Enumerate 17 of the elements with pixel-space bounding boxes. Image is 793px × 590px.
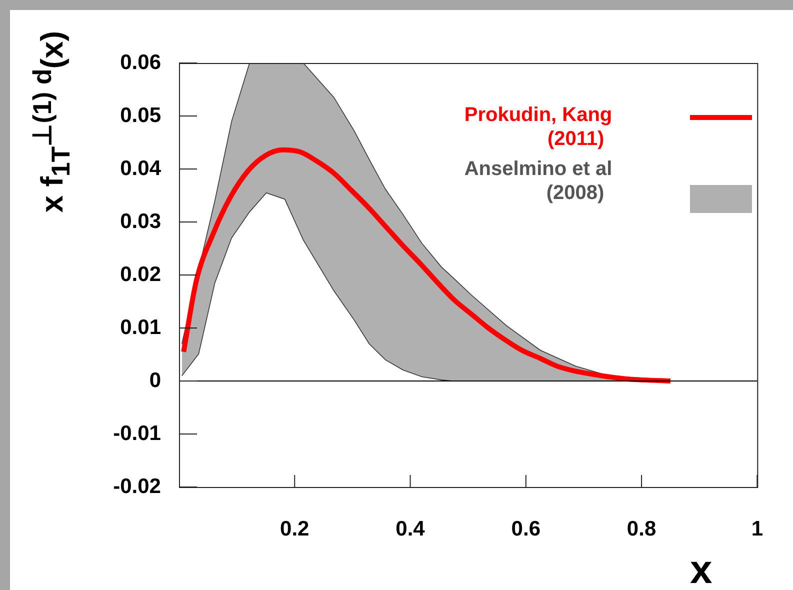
y-tick-label: 0.05 [120, 104, 162, 127]
x-tick-label: 0.8 [626, 517, 656, 540]
y-tick-label: 0.02 [120, 262, 161, 286]
y-tick-label: 0.06 [120, 50, 161, 74]
y-tick-label: -0.01 [113, 422, 162, 445]
y-tick-label: 0.04 [120, 156, 162, 180]
x-axis-title: x [690, 548, 712, 590]
y-tick-label: 0 [149, 368, 161, 392]
x-tick-label: 1 [751, 517, 764, 540]
y-tick-label: 0.01 [120, 316, 162, 339]
y-tick-label: -0.02 [113, 474, 161, 498]
x-tick-label: 0.2 [280, 517, 310, 540]
x-tick-label: 0.4 [396, 517, 426, 540]
text: Anselmino et al (2008) [464, 158, 612, 204]
y-tick-label: 0.03 [120, 210, 161, 233]
text: Prokudin, Kang (2011) [464, 104, 612, 150]
x-tick-label: 0.6 [511, 517, 540, 540]
